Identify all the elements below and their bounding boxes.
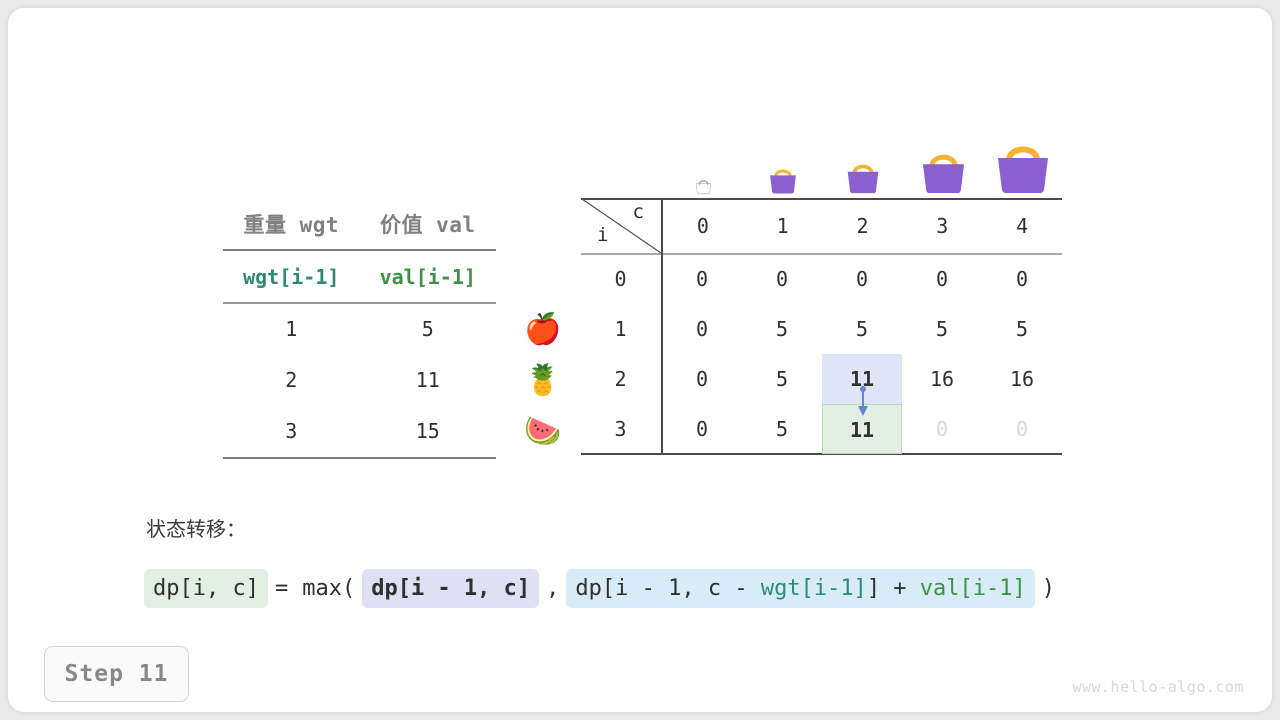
dp-cell: 0 <box>1015 267 1029 291</box>
dp-row-cells: 0 0 0 0 0 <box>662 254 1062 304</box>
slide-canvas: 重量 wgt 价值 val wgt[i-1] val[i-1] 1 5 2 11… <box>8 8 1272 712</box>
handbag-glyph <box>922 154 964 194</box>
pineapple-icon: 🍍 <box>524 363 562 398</box>
dp-table-rule-mid <box>581 253 1062 255</box>
items-table-header-row: 重量 wgt 价值 val <box>223 198 496 249</box>
dp-cell: 0 <box>695 367 709 391</box>
formula-equals: = <box>274 575 289 601</box>
items-header-wgt: 重量 wgt <box>243 212 340 237</box>
items-table: 重量 wgt 价值 val wgt[i-1] val[i-1] 1 5 2 11… <box>223 198 496 459</box>
transition-arrow-down-icon <box>858 386 868 416</box>
dp-row-cells: 0 5 11 0 0 <box>662 404 1062 454</box>
corner-label-i: i <box>597 224 609 246</box>
items-table-subheader-row: wgt[i-1] val[i-1] <box>223 251 496 302</box>
dp-table-row: 1 0 5 5 5 5 <box>581 304 1062 354</box>
formula-term-take: dp[i - 1, c - wgt[i-1]] + val[i-1] <box>566 568 1035 608</box>
dp-cell: 5 <box>855 317 869 341</box>
bag-icon <box>663 177 743 198</box>
items-subheader-val: val[i-1] <box>379 264 476 289</box>
formula-take-mid: ] + <box>866 575 920 601</box>
item-fruit-icons: 🍎 🍍 🍉 <box>508 304 578 457</box>
dp-cell: 5 <box>775 417 789 441</box>
dp-row-header: 0 <box>614 267 627 291</box>
corner-label-c: c <box>632 201 644 223</box>
dp-cell: 0 <box>695 317 709 341</box>
formula-take-wgt: wgt[i-1] <box>760 575 867 601</box>
dp-cell: 5 <box>1015 317 1029 341</box>
dp-cell: 0 <box>1015 417 1029 441</box>
item-value: 5 <box>421 317 434 341</box>
dp-table-row: 2 0 5 11 16 16 <box>581 354 1062 404</box>
dp-cell: 0 <box>695 267 709 291</box>
items-table-rule-mid <box>223 302 496 304</box>
formula-take-prefix: dp[i - 1, c - <box>575 575 761 601</box>
bag-icon <box>743 164 823 198</box>
dp-cell: 5 <box>935 317 949 341</box>
dp-table-row: 0 0 0 0 0 0 <box>581 254 1062 304</box>
dp-table-row: 3 0 5 11 0 0 <box>581 404 1062 454</box>
bag-icon <box>823 158 903 198</box>
dp-row-header: 2 <box>614 367 627 391</box>
dp-cell: 5 <box>775 317 789 341</box>
dp-col-header: 4 <box>1016 214 1029 238</box>
dp-col-header: 1 <box>776 214 789 238</box>
items-table-row: 1 5 <box>223 304 496 355</box>
apple-icon: 🍎 <box>524 312 562 347</box>
dp-cell: 0 <box>935 267 949 291</box>
watermark: www.hello-algo.com <box>1072 678 1244 696</box>
dp-table-column-headers: 0 1 2 3 4 <box>663 198 1062 254</box>
dp-row-cells: 0 5 5 5 5 <box>662 304 1062 354</box>
formula-term-skip: dp[i - 1, c] <box>362 568 540 608</box>
dp-cell: 11 <box>822 404 902 454</box>
items-table-rule-bottom <box>223 456 496 459</box>
items-header-val: 价值 val <box>379 212 476 237</box>
dp-row-header: 1 <box>614 317 627 341</box>
dp-table-rule-top <box>581 198 1062 200</box>
dp-col-header: 2 <box>856 214 869 238</box>
bag-icon <box>903 146 983 198</box>
dp-table-rule-bottom <box>581 453 1062 455</box>
dp-cell: 0 <box>935 417 949 441</box>
items-subheader-wgt: wgt[i-1] <box>243 264 340 289</box>
dp-cell: 5 <box>775 367 789 391</box>
dp-cell: 0 <box>775 267 789 291</box>
handbag-glyph <box>847 164 879 194</box>
step-badge: Step 11 <box>44 646 189 702</box>
watermelon-icon: 🍉 <box>524 414 562 449</box>
dp-col-header: 0 <box>696 214 709 238</box>
dp-cell: 0 <box>695 417 709 441</box>
dp-col-header: 3 <box>936 214 949 238</box>
formula-target: dp[i, c] <box>144 568 268 608</box>
formula-max-open: max( <box>302 575 356 601</box>
item-value: 11 <box>415 368 440 392</box>
dp-table-corner-cell: c i <box>581 198 662 254</box>
bag-icon <box>983 136 1063 198</box>
formula-take-val: val[i-1] <box>919 575 1026 601</box>
handbag-glyph <box>998 146 1048 193</box>
item-weight: 3 <box>285 419 298 443</box>
formula-close-paren: ) <box>1041 575 1056 601</box>
items-table-row: 2 11 <box>223 355 496 406</box>
item-weight: 2 <box>285 368 298 392</box>
dp-cell: 16 <box>1009 367 1035 391</box>
dp-cell: 0 <box>855 267 869 291</box>
item-weight: 1 <box>285 317 298 341</box>
corner-diagonal-line <box>581 198 662 254</box>
items-table-row: 3 15 <box>223 406 496 457</box>
items-table-rule-top <box>223 249 496 251</box>
formula-comma: , <box>546 575 560 601</box>
dp-cell: 16 <box>929 367 955 391</box>
item-value: 15 <box>415 419 440 443</box>
dp-table-rule-vert <box>661 198 663 453</box>
dp-row-header: 3 <box>614 417 627 441</box>
caption-state-transition: 状态转移： <box>146 517 246 541</box>
bag-capacity-icons <box>663 128 1063 198</box>
state-transition-formula: dp[i, c] = max( dp[i - 1, c] , dp[i - 1,… <box>144 565 1062 611</box>
handbag-glyph <box>695 180 711 194</box>
handbag-glyph <box>770 169 796 194</box>
